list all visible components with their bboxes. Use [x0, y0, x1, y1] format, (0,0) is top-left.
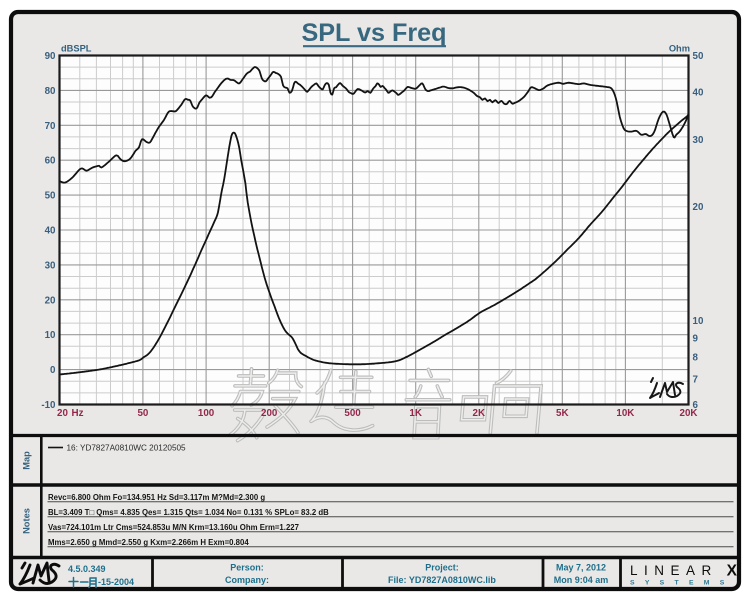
svg-text:50: 50 — [45, 191, 56, 202]
svg-text:30: 30 — [45, 260, 56, 271]
svg-text:40: 40 — [693, 88, 704, 99]
svg-text:200: 200 — [261, 408, 278, 419]
svg-text:60: 60 — [45, 156, 56, 167]
svg-text:Ohm: Ohm — [669, 44, 690, 54]
svg-text:4.5.0.349: 4.5.0.349 — [68, 564, 106, 574]
svg-text:Revc=6.800 Ohm Fo=134.951 Hz: Revc=6.800 Ohm Fo=134.951 Hz Sd=3.117m M… — [48, 493, 265, 502]
svg-text:50: 50 — [137, 408, 148, 419]
svg-text:-15-2004: -15-2004 — [98, 577, 134, 587]
svg-text:70: 70 — [45, 121, 56, 132]
svg-text:5K: 5K — [556, 408, 569, 419]
svg-text:100: 100 — [198, 408, 215, 419]
svg-text:BL=3.409 T□ Qms= 4.835 Qes=: BL=3.409 T□ Qms= 4.835 Qes= 1.315 Qts= 1… — [48, 508, 329, 517]
svg-text:Person:: Person: — [230, 563, 264, 573]
svg-text:20K: 20K — [680, 408, 698, 419]
svg-text:Company:: Company: — [225, 575, 269, 585]
svg-text:20: 20 — [45, 295, 56, 306]
svg-text:Project:: Project: — [425, 563, 459, 573]
svg-text:90: 90 — [45, 51, 56, 62]
svg-text:10: 10 — [45, 330, 56, 341]
svg-text:20: 20 — [693, 202, 704, 213]
svg-text:LINEAR: LINEAR — [630, 563, 718, 578]
svg-text:dBSPL: dBSPL — [61, 44, 92, 54]
svg-text:-10: -10 — [41, 400, 56, 411]
svg-text:May 7, 2012: May 7, 2012 — [556, 563, 606, 573]
svg-text:File: YD7827A0810WC.lib: File: YD7827A0810WC.lib — [388, 575, 496, 585]
svg-text:X: X — [727, 563, 738, 580]
svg-text:Map: Map — [22, 451, 32, 470]
svg-text:40: 40 — [45, 226, 56, 237]
svg-text:20: 20 — [57, 408, 68, 419]
svg-text:SYSTEMS: SYSTEMS — [630, 580, 735, 587]
svg-text:10: 10 — [693, 316, 704, 327]
svg-text:Hz: Hz — [72, 408, 84, 419]
svg-text:30: 30 — [693, 135, 704, 146]
svg-text:50: 50 — [693, 51, 704, 62]
svg-text:80: 80 — [45, 86, 56, 97]
svg-text:1K: 1K — [409, 408, 422, 419]
svg-text:10K: 10K — [616, 408, 634, 419]
svg-text:Mms=2.650 g Mmd=2.550 g Kxm=: Mms=2.650 g Mmd=2.550 g Kxm=2.266m H Exm… — [48, 538, 249, 547]
svg-text:SPL vs Freq: SPL vs Freq — [301, 19, 446, 47]
svg-text:2K: 2K — [473, 408, 486, 419]
svg-text:9: 9 — [693, 333, 699, 344]
svg-text:7: 7 — [693, 375, 699, 386]
svg-text:Notes: Notes — [22, 508, 32, 534]
svg-text:0: 0 — [50, 365, 56, 376]
svg-text:Mon 9:04 am: Mon 9:04 am — [554, 575, 609, 585]
svg-text:8: 8 — [693, 353, 699, 364]
svg-text:Vas=724.101m Ltr Cms=524.853u: Vas=724.101m Ltr Cms=524.853u M/N Krm=13… — [48, 523, 299, 532]
svg-text:6: 6 — [693, 400, 699, 411]
svg-text:500: 500 — [344, 408, 361, 419]
svg-text:16: YD7827A0810WC 20120505: 16: YD7827A0810WC 20120505 — [67, 444, 187, 453]
